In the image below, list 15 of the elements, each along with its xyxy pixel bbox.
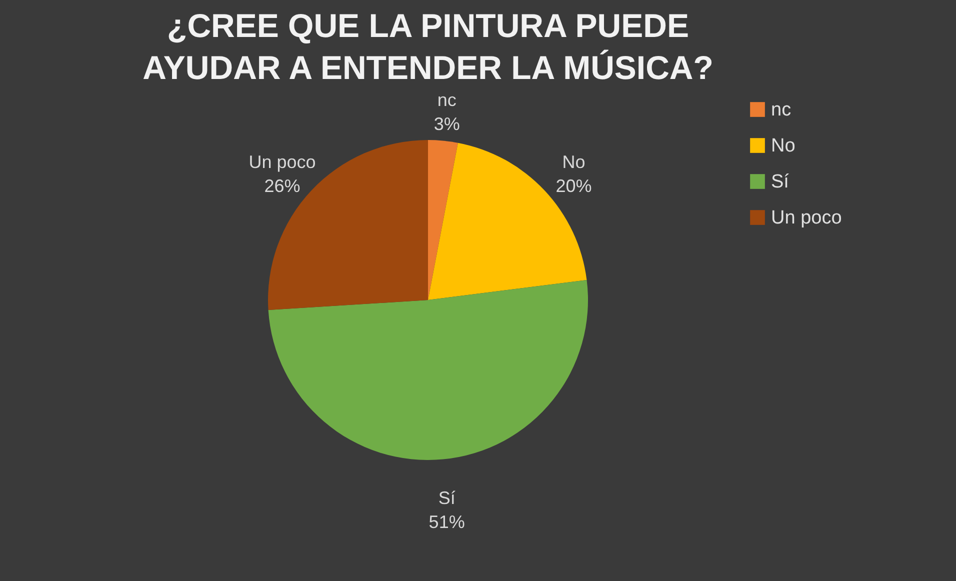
data-label: 3%: [434, 114, 460, 134]
slice-label: Sí: [438, 488, 456, 508]
legend-label: Sí: [771, 172, 790, 192]
pie-slice: [428, 140, 458, 300]
pie-slice: [268, 280, 588, 460]
slice-label: nc: [437, 90, 456, 110]
legend-label: nc: [771, 100, 792, 120]
data-label: 20%: [556, 176, 592, 196]
data-label: 51%: [428, 512, 465, 532]
legend-label: No: [771, 136, 796, 156]
slice-label: Un poco: [248, 152, 316, 172]
chart-title: ¿CREE QUE LA PINTURA PUEDE AYUDAR A ENTENDER LA MÚSICA?: [142, 6, 714, 86]
slice-label: No: [562, 152, 586, 172]
legend-label: Un poco: [771, 208, 842, 228]
data-label: 26%: [264, 176, 300, 196]
